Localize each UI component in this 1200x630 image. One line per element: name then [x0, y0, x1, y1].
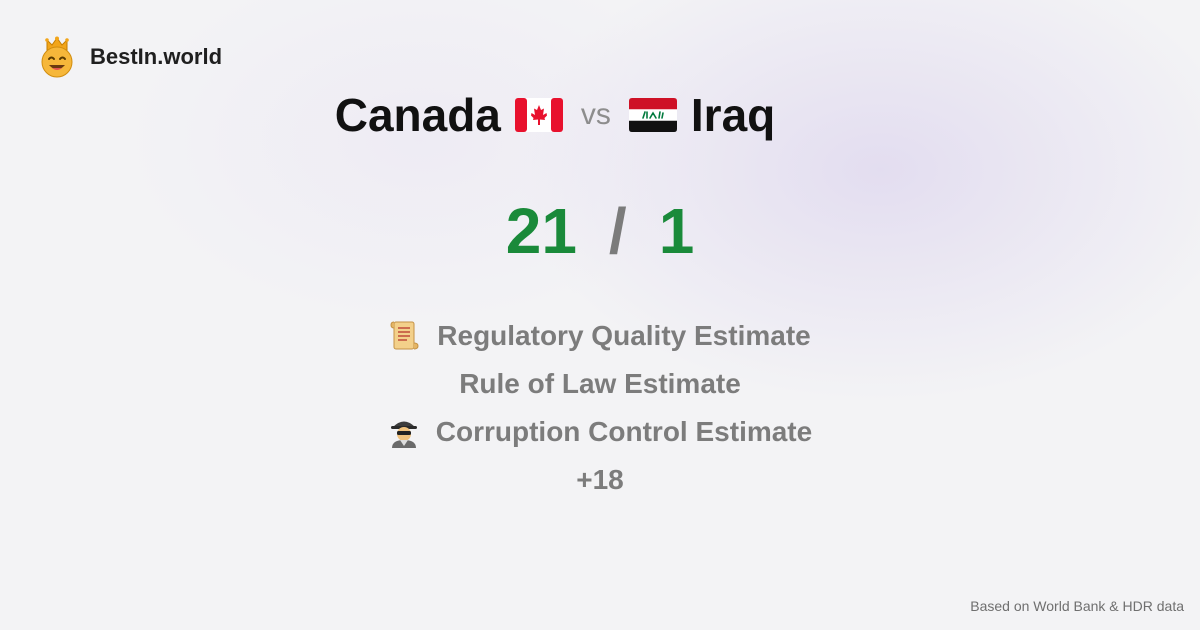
iraq-flag-icon — [628, 98, 677, 132]
right-score: 1 — [658, 195, 695, 267]
left-country-name: Canada — [334, 89, 501, 141]
data-source-note: Based on World Bank & HDR data — [970, 598, 1184, 614]
vs-label: vs — [580, 98, 611, 131]
detective-icon — [390, 421, 417, 448]
canada-flag-icon — [514, 98, 563, 132]
brand[interactable]: BestIn.world — [38, 36, 222, 78]
metric-corruption-control: Corruption Control Estimate — [388, 408, 812, 456]
score-summary: 21 / 1 — [0, 194, 1200, 268]
metric-rule-of-law: Rule of Law Estimate — [459, 360, 741, 408]
score-separator: / — [608, 195, 627, 267]
more-metrics-count: +18 — [576, 464, 624, 495]
right-country-name: Iraq — [690, 89, 776, 141]
brand-name: BestIn.world — [90, 44, 223, 69]
crowned-smiley-icon — [41, 36, 73, 78]
metric-label: Rule of Law Estimate — [459, 368, 741, 399]
metric-label: Regulatory Quality Estimate — [437, 320, 811, 351]
metric-regulatory-quality: Regulatory Quality Estimate — [389, 312, 811, 360]
scroll-icon — [390, 321, 419, 350]
metric-list: Regulatory Quality Estimate Rule of Law … — [0, 312, 1200, 504]
comparison-title: Canada vs Iraq — [0, 88, 1110, 142]
left-score: 21 — [505, 195, 577, 267]
metric-label: Corruption Control Estimate — [435, 416, 813, 447]
